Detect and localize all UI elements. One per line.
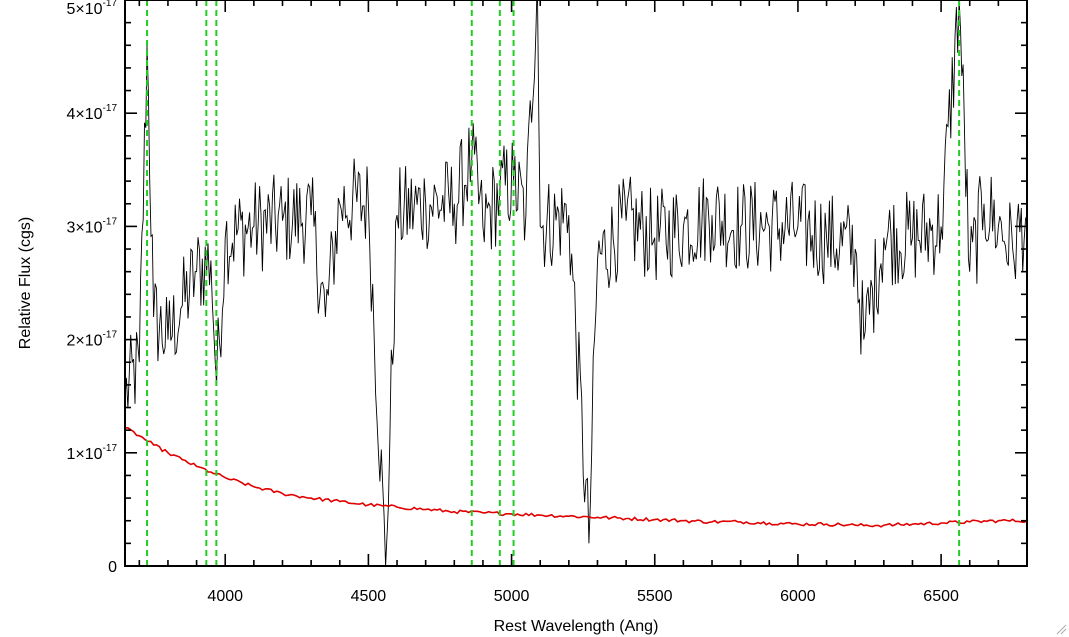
model-line bbox=[125, 426, 1027, 528]
y-tick-label: 1×10-17 bbox=[67, 443, 118, 463]
x-tick-label: 5000 bbox=[494, 588, 530, 605]
y-tick-label: 5×10-17 bbox=[67, 0, 118, 18]
y-tick-label: 4×10-17 bbox=[67, 103, 118, 123]
x-tick-label: 6500 bbox=[923, 588, 959, 605]
y-axis: 0 1×10-17 2×10-17 3×10-17 4×10-17 5×10-17 bbox=[67, 0, 1027, 576]
y-tick-label: 0 bbox=[108, 559, 117, 576]
plot-area bbox=[125, 0, 1027, 566]
x-axis: 4000 4500 5000 5500 6000 6500 bbox=[138, 0, 1028, 605]
spectrum-line bbox=[125, 0, 1027, 566]
emission-line-markers bbox=[146, 0, 961, 566]
x-axis-title: Rest Wavelength (Ang) bbox=[494, 618, 659, 635]
x-tick-label: 4000 bbox=[207, 588, 243, 605]
x-tick-label: 5500 bbox=[637, 588, 673, 605]
x-tick-label: 6000 bbox=[780, 588, 816, 605]
plot-frame bbox=[124, 0, 1028, 567]
y-tick-label: 2×10-17 bbox=[67, 330, 118, 350]
y-tick-label: 3×10-17 bbox=[67, 216, 118, 236]
y-axis-title: Relative Flux (cgs) bbox=[17, 217, 34, 349]
x-tick-label: 4500 bbox=[351, 588, 387, 605]
resize-grip-icon[interactable] bbox=[1055, 623, 1067, 635]
